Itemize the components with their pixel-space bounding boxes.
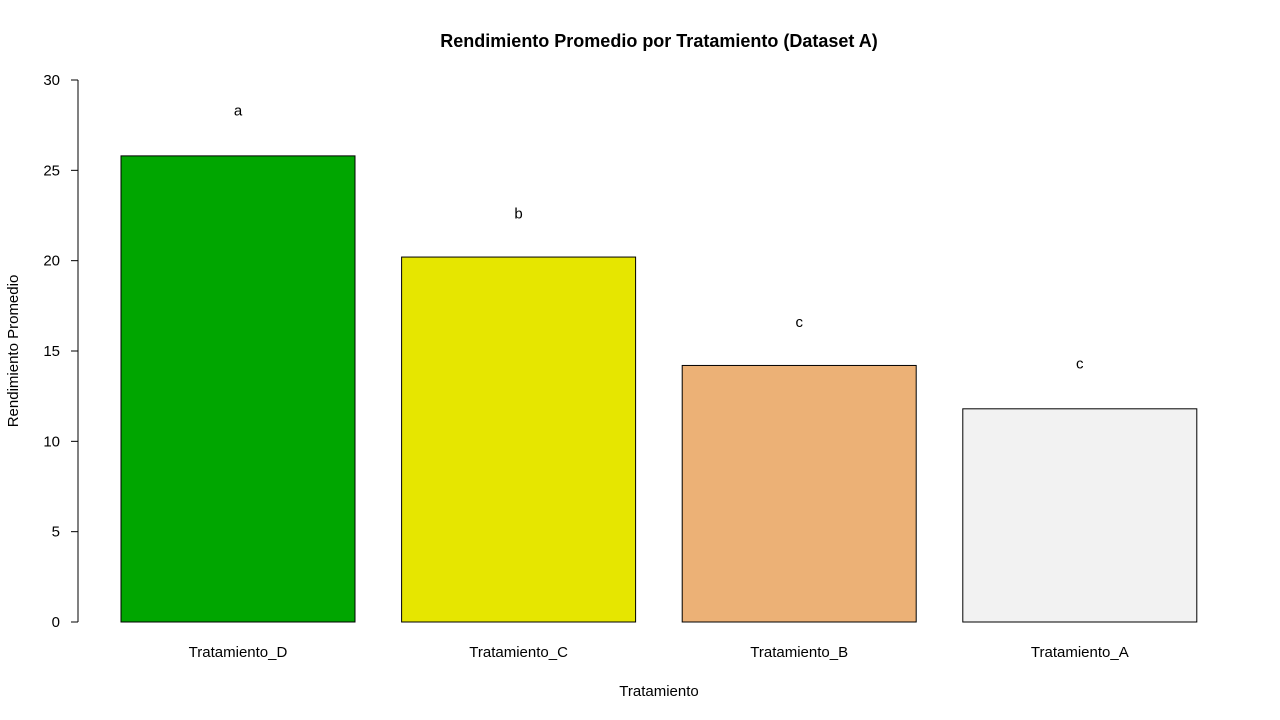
bar-tratamiento-b (681, 364, 917, 623)
group-letter: c (1076, 356, 1084, 373)
group-letter: a (234, 103, 243, 120)
y-tick-label: 15 (43, 343, 60, 360)
bar-tratamiento-a (962, 408, 1198, 623)
x-axis-label: Tratamiento (619, 683, 698, 700)
group-letter: b (514, 206, 522, 223)
y-axis-label: Rendimiento Promedio (5, 275, 22, 428)
y-axis: 0 5 10 15 20 25 30 (43, 72, 79, 631)
chart-title: Rendimiento Promedio por Tratamiento (Da… (440, 31, 877, 51)
group-letters: a b c c (234, 103, 1084, 373)
x-tick-labels: Tratamiento_D Tratamiento_C Tratamiento_B T… (189, 644, 1129, 661)
x-tick-label: Tratamiento_A (1031, 644, 1129, 661)
bars-group (120, 155, 1198, 623)
y-tick-label: 20 (43, 253, 60, 270)
y-tick-label: 0 (52, 614, 60, 631)
bar-tratamiento-c (401, 256, 637, 623)
y-tick-label: 25 (43, 162, 60, 179)
group-letter: c (795, 314, 803, 331)
y-tick-label: 10 (43, 433, 60, 450)
x-tick-label: Tratamiento_D (189, 644, 288, 661)
x-tick-label: Tratamiento_C (469, 644, 568, 661)
x-tick-label: Tratamiento_B (750, 644, 848, 661)
y-tick-label: 30 (43, 72, 60, 89)
y-tick-label: 5 (52, 524, 60, 541)
bar-tratamiento-d (120, 155, 356, 623)
